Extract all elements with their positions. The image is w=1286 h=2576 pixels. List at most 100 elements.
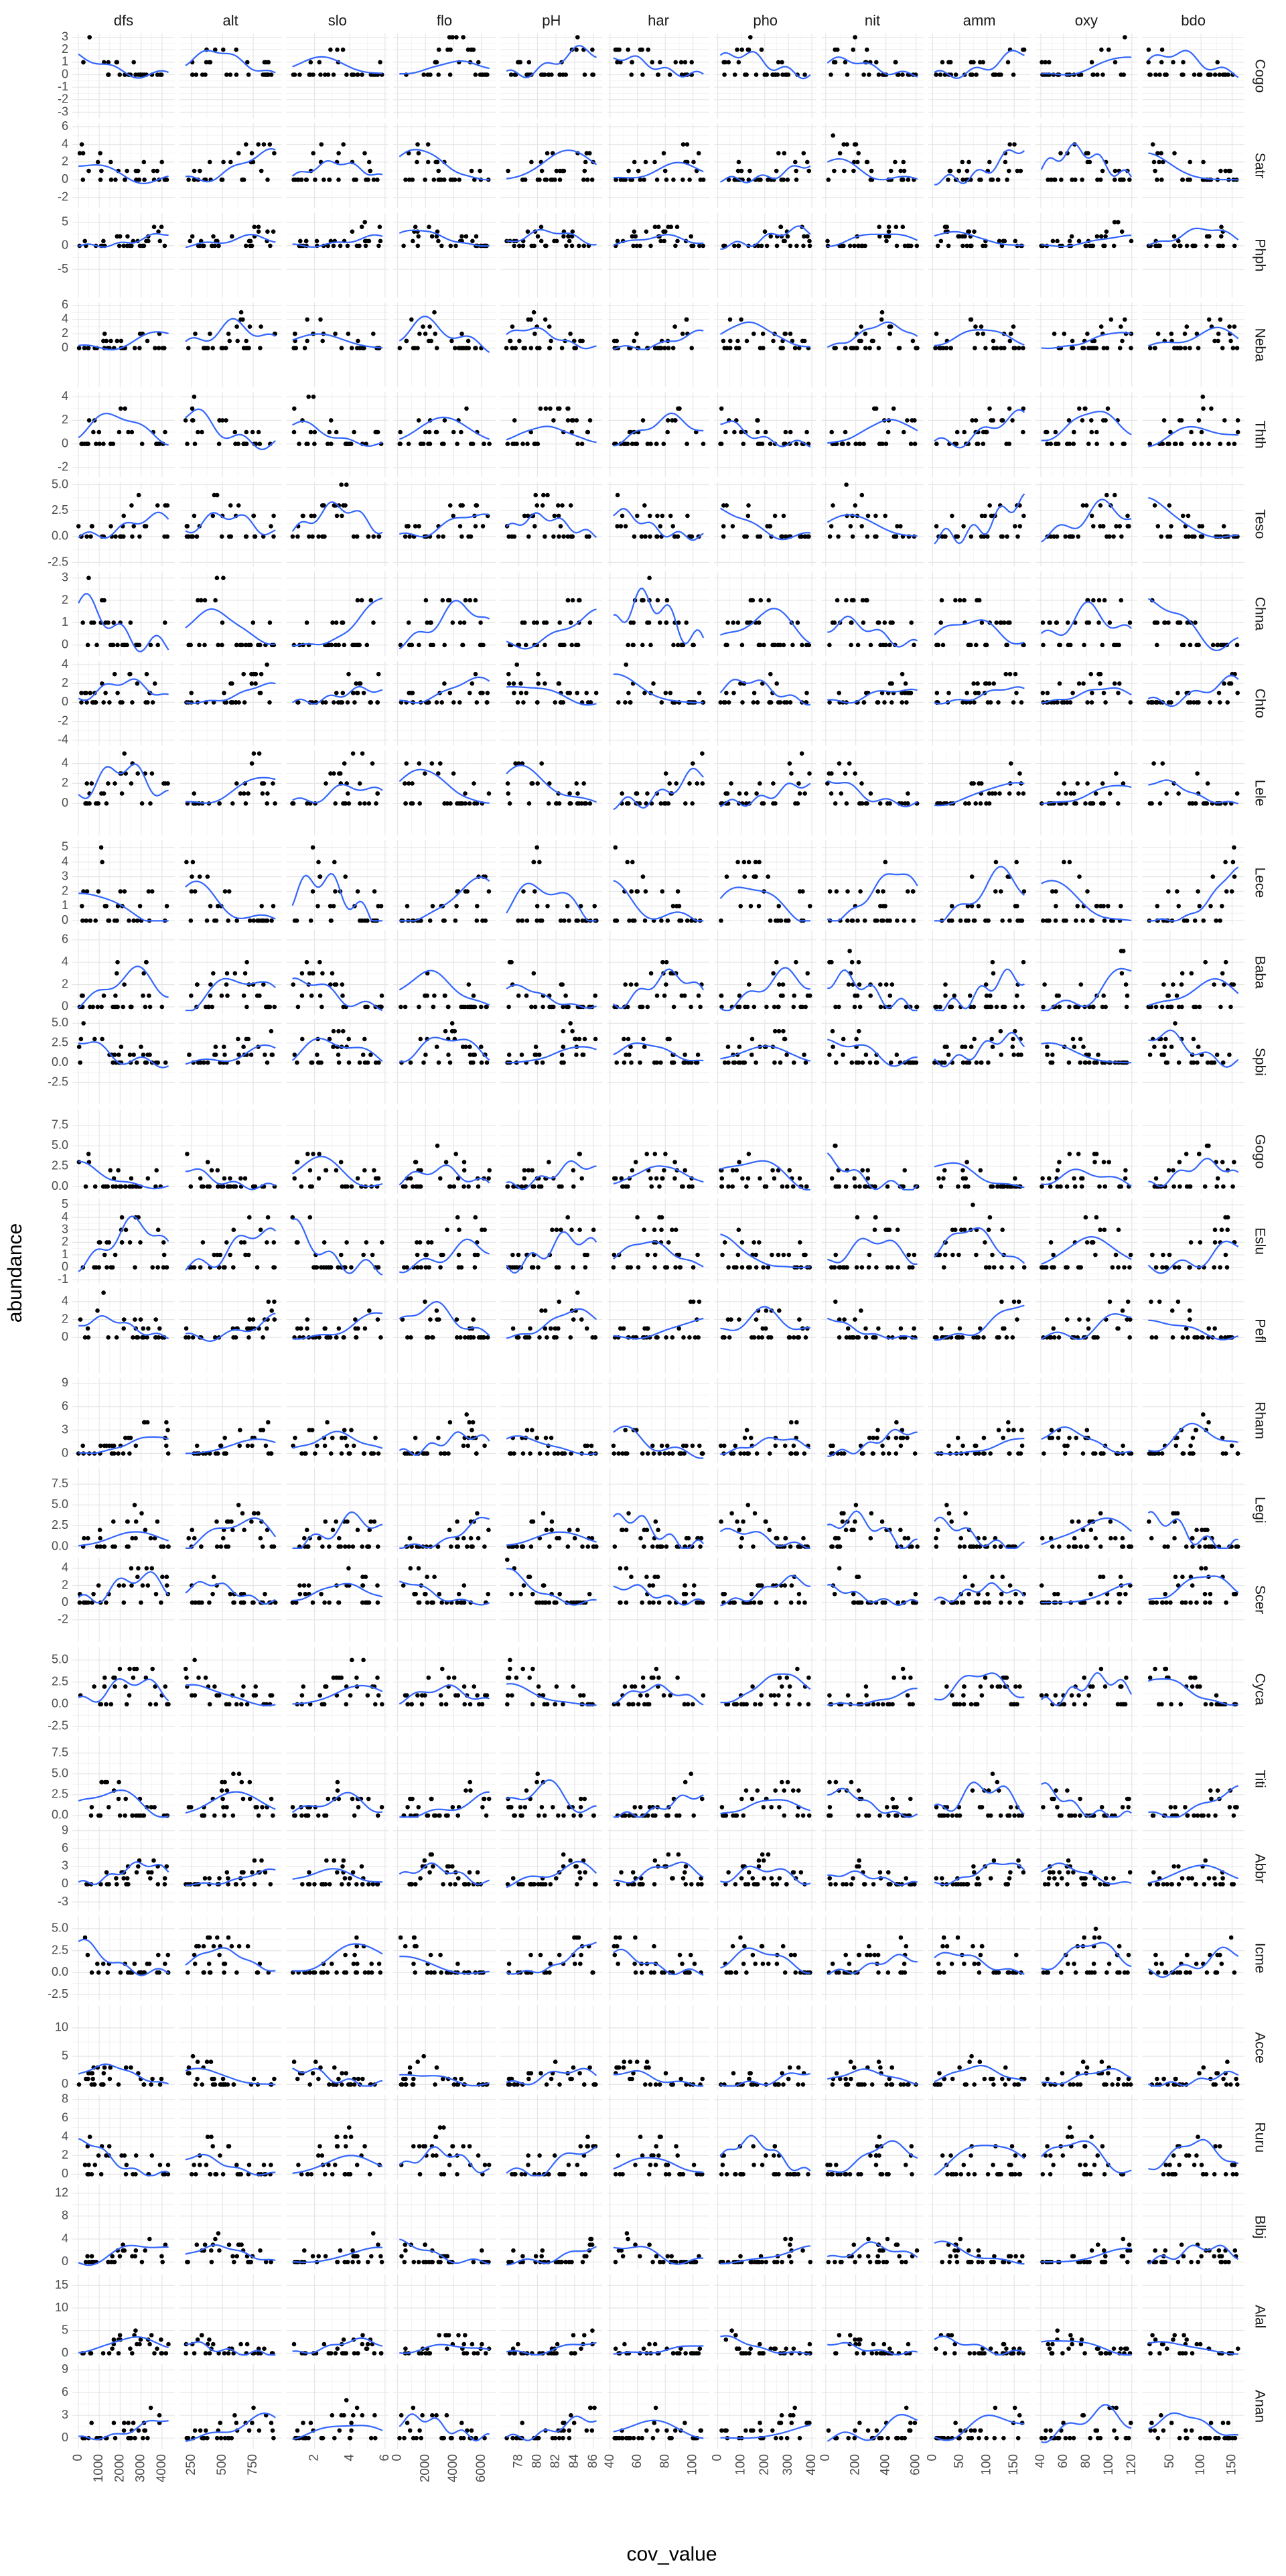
data-point [802,72,807,77]
data-point [894,60,898,65]
facet-panel-lele-flo [393,750,496,835]
facet-panel-alal-amm [928,2274,1031,2359]
data-point [760,48,764,52]
data-point [344,72,349,77]
data-point [764,72,769,77]
data-point [626,48,630,52]
data-point [234,48,238,52]
facet-panel-phph-bdo [1142,213,1244,298]
data-point [630,60,634,65]
smooth-line [293,57,382,74]
facet-panel-pefl-ph [500,1288,603,1373]
facet-panel-abbr-ph [500,1826,603,1911]
facet-panel-baba-nit [821,930,924,1015]
data-point [969,60,974,65]
facet-panel-rham-har [608,1378,710,1463]
facet-panel-titi-pho [714,1737,816,1822]
facet-panel-baba-pho [714,930,816,1015]
facet-panel-neba-oxy [1035,302,1138,387]
data-point [428,72,433,77]
data-point [194,72,199,77]
facet-panel-alal-alt [180,2274,282,2359]
data-point [527,60,532,65]
facet-panel-phph-slo [286,213,388,298]
data-point [583,72,587,77]
data-point [356,72,360,77]
data-point [629,72,634,77]
facet-panel-rham-dfs [72,1378,175,1463]
data-point [948,60,953,65]
data-point [311,72,315,77]
data-point [874,60,879,65]
facet-panel-chto-flo [393,661,496,746]
facet-panel-neba-bdo [1142,302,1244,387]
facet-panel-lece-nit [821,840,924,925]
facet-panel-teso-alt [180,482,282,567]
facet-panel-satr-har [608,123,710,208]
facet-panel-satr-flo [393,123,496,208]
facet-panel-icme-amm [928,1915,1031,2001]
facet-panel-alal-slo [286,2274,388,2359]
data-point [539,72,544,77]
facet-panel-thth-slo [286,392,388,477]
data-point [450,35,455,40]
facet-panel-phph-oxy [1035,213,1138,298]
data-point [978,60,983,65]
facet-panel-neba-nit [821,302,924,387]
data-point [318,72,323,77]
facet-panel-scer-pho [714,1557,816,1642]
data-point [940,60,945,65]
facet-panel-eslu-nit [821,1199,924,1284]
facet-panel-gogo-flo [393,1109,496,1194]
data-point [472,48,476,52]
data-point [683,60,688,65]
facet-panel-rham-oxy [1035,1378,1138,1463]
facet-panel-ruru-oxy [1035,2095,1138,2180]
facet-panel-lece-dfs [72,840,175,925]
data-point [658,60,662,65]
facet-panel-thth-alt [180,392,282,477]
facet-panel-scer-bdo [1142,1557,1244,1642]
data-point [448,72,453,77]
facet-panel-icme-ph [500,1915,603,2001]
data-point [737,60,741,65]
facet-panel-phph-alt [180,213,282,298]
facet-panel-satr-pho [714,123,816,208]
data-point [833,60,838,65]
data-point [1011,72,1016,77]
data-point [739,48,744,52]
data-point [829,72,833,77]
data-layer [76,35,1240,2442]
facet-panel-eslu-ph [500,1199,603,1284]
data-point [454,35,459,40]
facet-panel-cyca-pho [714,1647,816,1732]
data-point [264,60,269,65]
grid-layer [72,33,1244,2449]
data-point [1113,60,1118,65]
data-point [722,72,727,77]
data-point [115,60,119,65]
facet-panel-abbr-nit [821,1826,924,1911]
facet-panel-ruru-nit [821,2095,924,2180]
data-point [517,60,522,65]
data-point [246,72,251,77]
facet-panel-ruru-flo [393,2095,496,2180]
facet-panel-icme-flo [393,1915,496,2001]
data-point [754,72,759,77]
facet-panel-abbr-bdo [1142,1826,1244,1911]
data-point [861,72,866,77]
data-point [1090,60,1094,65]
facet-panel-satr-ph [500,123,603,208]
facet-panel-thth-dfs [72,392,175,477]
data-point [668,72,672,77]
facet-panel-ruru-pho [714,2095,816,2180]
data-point [727,60,731,65]
data-point [437,48,441,52]
data-point [1119,72,1124,77]
data-point [547,72,551,77]
data-point [378,60,382,65]
data-point [1106,48,1111,52]
data-point [433,60,437,65]
